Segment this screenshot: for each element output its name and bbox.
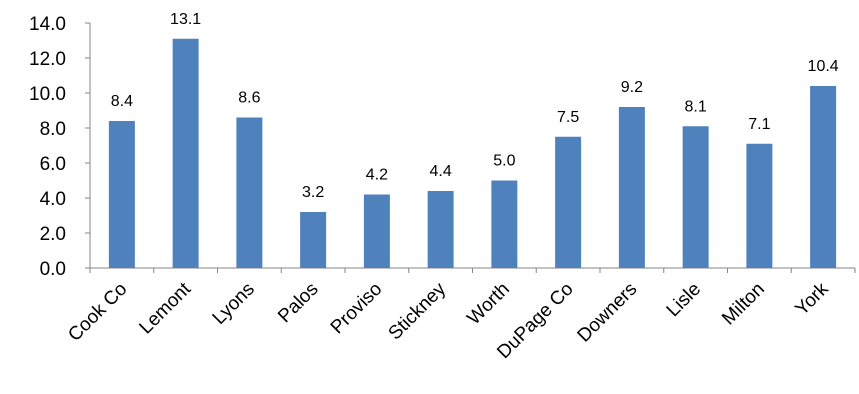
bar bbox=[618, 107, 645, 268]
bar bbox=[427, 191, 454, 268]
bar bbox=[236, 117, 263, 268]
data-label: 9.2 bbox=[621, 79, 643, 96]
bar bbox=[810, 86, 837, 268]
data-labels: 8.4 13.1 8.6 3.2 4.2 4.4 5.0 7.5 9.2 8.1 7.1 10.4 bbox=[111, 11, 839, 201]
y-tick-label: 14.0 bbox=[29, 14, 66, 35]
y-tick-label: 4.0 bbox=[40, 189, 66, 210]
data-label: 3.2 bbox=[302, 184, 324, 201]
data-label: 8.4 bbox=[111, 93, 133, 110]
bar bbox=[108, 121, 135, 268]
bar bbox=[682, 126, 709, 268]
data-label: 10.4 bbox=[808, 58, 839, 75]
y-tick-label: 2.0 bbox=[40, 224, 66, 245]
x-axis bbox=[89, 267, 856, 273]
category-label: Stickney bbox=[385, 278, 451, 344]
y-tick-label: 10.0 bbox=[29, 84, 66, 105]
category-label: Lisle bbox=[663, 279, 705, 321]
bar bbox=[555, 136, 582, 268]
category-label: Cook Co bbox=[64, 279, 131, 346]
bar bbox=[746, 143, 773, 268]
category-label: Lyons bbox=[209, 279, 259, 329]
y-tick-label: 8.0 bbox=[40, 119, 66, 140]
y-tick-label: 12.0 bbox=[29, 49, 66, 70]
data-label: 13.1 bbox=[170, 11, 201, 28]
data-label: 7.5 bbox=[557, 109, 579, 126]
data-label: 8.6 bbox=[238, 90, 260, 107]
category-label: Worth bbox=[463, 279, 513, 329]
data-label: 4.2 bbox=[366, 167, 388, 184]
bar bbox=[491, 180, 518, 268]
category-label: Proviso bbox=[327, 279, 387, 339]
bar bbox=[363, 194, 390, 268]
data-label: 4.4 bbox=[430, 163, 452, 180]
category-label: York bbox=[791, 278, 833, 320]
category-label: Downers bbox=[574, 279, 642, 347]
category-label: Milton bbox=[718, 279, 769, 330]
category-label: Palos bbox=[274, 279, 322, 327]
bar bbox=[300, 212, 327, 268]
bar bbox=[172, 38, 199, 268]
bars bbox=[108, 38, 837, 268]
data-label: 8.1 bbox=[685, 98, 707, 115]
y-axis: 0.0 2.0 4.0 6.0 8.0 10.0 12.0 14.0 bbox=[29, 14, 91, 280]
y-tick-label: 6.0 bbox=[40, 154, 66, 175]
data-label: 7.1 bbox=[748, 116, 770, 133]
y-tick-label: 0.0 bbox=[40, 259, 66, 280]
data-label: 5.0 bbox=[493, 153, 515, 170]
category-label: Lemont bbox=[135, 278, 195, 338]
